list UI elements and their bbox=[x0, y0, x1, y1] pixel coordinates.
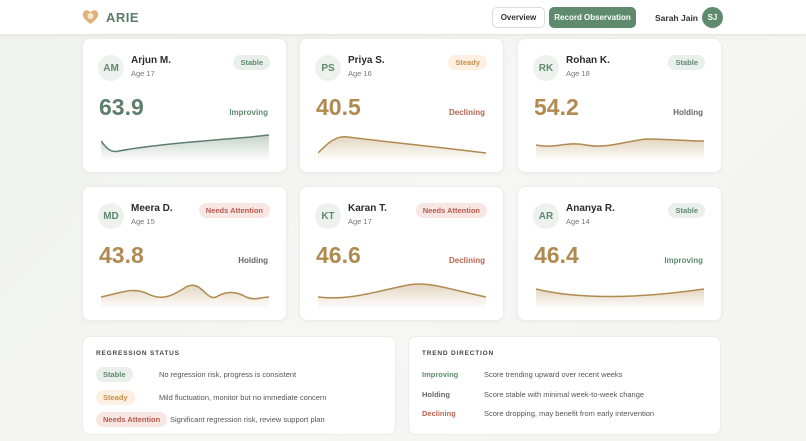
student-age: Age 14 bbox=[566, 217, 590, 226]
student-age: Age 17 bbox=[131, 69, 155, 78]
trend-description: Score dropping, may benefit from early i… bbox=[484, 409, 655, 418]
avatar: PS bbox=[315, 55, 341, 81]
user-name: Sarah Jain bbox=[655, 13, 698, 23]
status-badge: Stable bbox=[668, 55, 705, 70]
trend: Improving bbox=[229, 108, 268, 117]
trend-label: Improving bbox=[422, 370, 459, 379]
score: 63.9 bbox=[99, 94, 144, 120]
sparkline bbox=[101, 134, 269, 161]
score: 46.6 bbox=[316, 242, 361, 268]
sparkline bbox=[536, 288, 704, 309]
sparkline-area bbox=[318, 283, 486, 309]
nav-button[interactable]: Overview bbox=[492, 7, 545, 28]
trend: Holding bbox=[238, 256, 268, 265]
avatar: AR bbox=[533, 203, 559, 229]
user-avatar[interactable]: SJ bbox=[702, 7, 723, 28]
student-age: Age 17 bbox=[348, 217, 372, 226]
status-legend: REGRESSION STATUS Stable No regression ri… bbox=[82, 336, 396, 435]
student-age: Age 16 bbox=[348, 69, 372, 78]
sparkline bbox=[101, 284, 269, 309]
student-name: Ananya R. bbox=[566, 203, 615, 214]
status-description: Significant regression risk, review supp… bbox=[170, 415, 325, 424]
trend: Improving bbox=[664, 256, 703, 265]
sparkline-line bbox=[101, 134, 269, 153]
student-card[interactable]: PS Priya S. Age 16 Steady 40.5 Declining bbox=[299, 38, 504, 173]
sparkline bbox=[318, 283, 486, 309]
score: 46.4 bbox=[534, 242, 579, 268]
sparkline-area bbox=[536, 139, 704, 161]
sparkline-line bbox=[318, 135, 486, 154]
status-badge: Needs Attention bbox=[198, 203, 270, 218]
student-name: Karan T. bbox=[348, 203, 387, 214]
primary-button[interactable]: Record Observation bbox=[549, 7, 636, 28]
trend: Holding bbox=[673, 108, 703, 117]
status-badge: Stable bbox=[233, 55, 270, 70]
sparkline bbox=[318, 135, 486, 161]
sparkline-area bbox=[101, 285, 269, 309]
sparkline-area bbox=[101, 135, 269, 161]
status-badge: Stable bbox=[96, 367, 133, 382]
student-card[interactable]: KT Karan T. Age 17 Needs Attention 46.6 Decli… bbox=[299, 186, 504, 321]
score: 54.2 bbox=[534, 94, 579, 120]
avatar: MD bbox=[98, 203, 124, 229]
panel-title: TREND DIRECTION bbox=[422, 350, 494, 357]
sparkline-line bbox=[536, 288, 704, 298]
status-badge: Steady bbox=[96, 389, 135, 405]
trend-label: Holding bbox=[422, 389, 450, 399]
trend: Declining bbox=[448, 256, 485, 265]
sparkline-line bbox=[536, 138, 704, 147]
sparkline bbox=[536, 138, 704, 161]
header: ARIE Overview Record Observation Sarah J… bbox=[0, 0, 806, 35]
student-name: Priya S. bbox=[348, 55, 385, 66]
score: 40.5 bbox=[316, 94, 361, 120]
student-card[interactable]: AM Arjun M. Age 17 Stable 63.9 Improving bbox=[82, 38, 287, 173]
status-description: No regression risk, progress is consiste… bbox=[159, 370, 297, 379]
student-card[interactable]: MD Meera D. Age 15 Needs Attention 43.8 Holdi… bbox=[82, 186, 287, 321]
student-name: Rohan K. bbox=[566, 55, 610, 66]
trend-description: Score stable with minimal week-to-week c… bbox=[484, 389, 645, 399]
logo bbox=[82, 10, 99, 24]
sparkline-area bbox=[318, 136, 486, 161]
panel-title: REGRESSION STATUS bbox=[96, 350, 180, 357]
student-age: Age 15 bbox=[131, 217, 155, 226]
status-badge: Steady bbox=[448, 55, 487, 70]
trend-legend: TREND DIRECTION Improving Score trending … bbox=[408, 336, 721, 435]
student-name: Arjun M. bbox=[131, 55, 171, 66]
avatar: KT bbox=[315, 203, 341, 229]
trend-label: Declining bbox=[422, 409, 456, 418]
sparkline-line bbox=[101, 284, 269, 300]
student-age: Age 18 bbox=[566, 69, 590, 78]
sparkline-area bbox=[536, 289, 704, 309]
status-badge: Needs Attention bbox=[96, 412, 168, 427]
status-badge: Needs Attention bbox=[415, 203, 487, 218]
trend-description: Score trending upward over recent weeks bbox=[484, 370, 623, 379]
brand: ARIE bbox=[106, 10, 140, 25]
avatar: AM bbox=[98, 55, 124, 81]
status-badge: Stable bbox=[668, 203, 705, 218]
status-description: Mild fluctuation, monitor but no immedia… bbox=[159, 392, 327, 402]
score: 43.8 bbox=[99, 242, 144, 268]
student-name: Meera D. bbox=[131, 203, 173, 214]
trend: Declining bbox=[448, 108, 485, 117]
student-card[interactable]: AR Ananya R. Age 14 Stable 46.4 Improving bbox=[517, 186, 722, 321]
sparkline-line bbox=[318, 283, 486, 299]
avatar: RK bbox=[533, 55, 559, 81]
student-card[interactable]: RK Rohan K. Age 18 Stable 54.2 Holding bbox=[517, 38, 722, 173]
